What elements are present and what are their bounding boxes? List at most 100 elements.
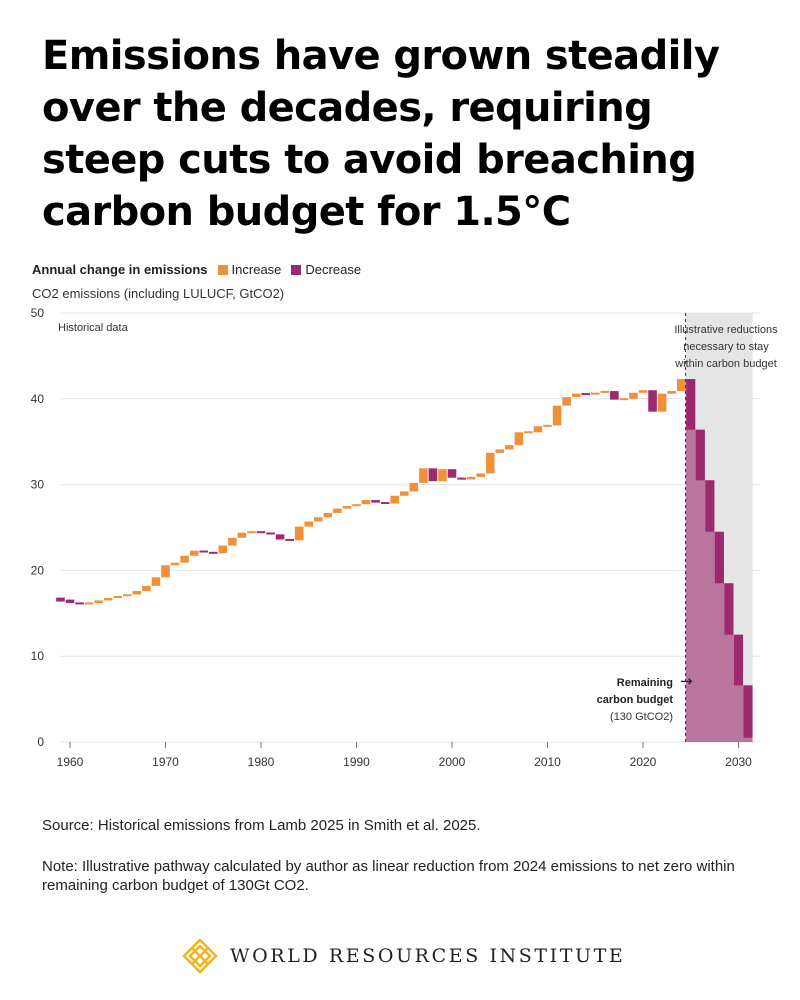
budget-label: (130 GtCO2) <box>610 711 673 723</box>
source-note: Source: Historical emissions from Lamb 2… <box>42 817 481 834</box>
x-tick-label: 2020 <box>630 755 657 769</box>
waterfall-bar <box>247 531 256 534</box>
x-tick-label: 1980 <box>248 755 275 769</box>
waterfall-bar <box>524 431 533 434</box>
waterfall-bar <box>132 590 142 595</box>
legend-title: Annual change in emissions <box>32 262 208 277</box>
waterfall-bar <box>208 551 218 554</box>
legend-item-decrease: Decrease <box>291 262 361 277</box>
waterfall-bar <box>590 392 600 395</box>
legend: Annual change in emissions Increase Decr… <box>32 262 371 277</box>
waterfall-bar <box>466 476 476 480</box>
waterfall-bar <box>505 445 514 450</box>
budget-label: carbon budget <box>597 694 674 706</box>
wri-lattice-icon <box>182 938 218 974</box>
waterfall-bar <box>361 500 371 505</box>
waterfall-bar <box>103 597 113 601</box>
legend-item-increase: Increase <box>217 262 282 277</box>
waterfall-bar <box>333 508 342 513</box>
legend-increase-label: Increase <box>231 262 282 277</box>
logo-text: WORLD RESOURCES INSTITUTE <box>230 945 626 967</box>
budget-label: Remaining <box>617 677 673 689</box>
budget-arrow: → <box>680 672 693 690</box>
waterfall-bar <box>218 545 228 554</box>
waterfall-bar <box>342 506 352 509</box>
legend-decrease-label: Decrease <box>305 262 362 277</box>
waterfall-bar <box>75 602 84 605</box>
y-tick-label: 50 <box>31 306 45 320</box>
waterfall-bar <box>648 390 657 412</box>
waterfall-bar <box>380 502 390 505</box>
waterfall-bar <box>495 449 505 453</box>
increase-swatch <box>217 264 228 275</box>
waterfall-bar <box>256 531 266 534</box>
waterfall-bar <box>657 393 667 412</box>
projection-label: Illustrative reductions <box>674 324 778 336</box>
waterfall-bar <box>447 469 457 478</box>
x-tick-label: 2030 <box>725 755 752 769</box>
x-tick-label: 2000 <box>439 755 466 769</box>
waterfall-bar <box>619 398 629 401</box>
projection-label: necessary to stay <box>683 341 769 353</box>
waterfall-bar <box>457 477 466 480</box>
decrease-swatch <box>291 264 302 275</box>
carbon-budget-area <box>685 379 753 742</box>
waterfall-bar <box>161 565 170 578</box>
waterfall-bar <box>352 504 361 507</box>
waterfall-bar <box>562 397 571 406</box>
waterfall-bar <box>142 585 151 591</box>
y-tick-label: 20 <box>31 563 45 577</box>
waterfall-bar <box>543 424 552 427</box>
waterfall-bar <box>304 521 314 527</box>
waterfall-bar <box>581 393 590 396</box>
waterfall-bar <box>56 597 65 602</box>
waterfall-bar <box>399 491 409 496</box>
waterfall-bar <box>638 390 648 393</box>
waterfall-bar <box>485 452 495 474</box>
waterfall-bar <box>237 532 247 538</box>
waterfall-bar <box>94 600 103 604</box>
waterfall-bar <box>371 500 380 503</box>
headline: Emissions have grown steadily over the d… <box>42 33 720 235</box>
x-tick-label: 1970 <box>152 755 179 769</box>
waterfall-bar <box>151 577 161 586</box>
waterfall-bar <box>676 379 686 392</box>
wri-logo: WORLD RESOURCES INSTITUTE <box>182 938 625 974</box>
projection-label: within carbon budget <box>674 358 777 370</box>
waterfall-bar <box>294 526 304 541</box>
waterfall-bar <box>189 550 199 556</box>
waterfall-bar <box>323 512 333 518</box>
waterfall-bar <box>275 534 285 540</box>
waterfall-bar <box>180 555 189 563</box>
waterfall-bar <box>199 550 208 553</box>
waterfall-bar <box>571 393 581 398</box>
waterfall-bar <box>629 392 638 399</box>
waterfall-bar <box>266 532 275 535</box>
y-tick-label: 30 <box>31 478 45 492</box>
waterfall-bar <box>314 517 323 522</box>
waterfall-bar <box>285 538 294 541</box>
waterfall-bar <box>65 599 75 604</box>
waterfall-bar <box>533 426 543 433</box>
waterfall-bar <box>228 537 237 546</box>
waterfall-bar <box>170 562 180 566</box>
y-tick-label: 40 <box>31 392 45 406</box>
waterfall-bar <box>113 595 123 598</box>
waterfall-bar <box>476 473 485 477</box>
waterfall-bar <box>610 391 619 400</box>
x-tick-label: 1990 <box>343 755 370 769</box>
x-tick-label: 2010 <box>534 755 561 769</box>
waterfall-bar <box>600 390 610 393</box>
x-tick-label: 1960 <box>57 755 84 769</box>
waterfall-bar <box>419 468 428 483</box>
y-tick-label: 10 <box>31 649 45 663</box>
methodology-note: Note: Illustrative pathway calculated by… <box>42 858 735 894</box>
waterfall-bar <box>84 602 94 605</box>
waterfall-bar <box>123 594 132 597</box>
y-tick-label: 0 <box>37 735 44 749</box>
waterfall-bar <box>667 391 676 394</box>
waterfall-bar <box>438 469 447 482</box>
waterfall-bar <box>514 432 524 446</box>
waterfall-bar <box>390 495 399 504</box>
